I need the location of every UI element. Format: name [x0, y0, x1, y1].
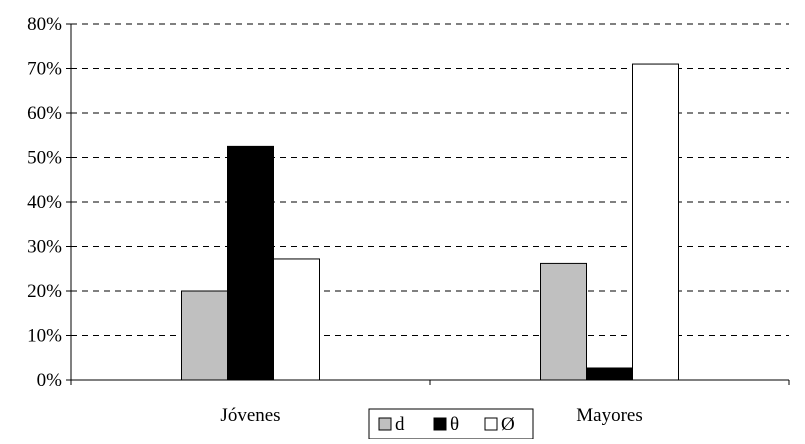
- y-tick-label: 50%: [27, 148, 62, 169]
- legend-label: θ: [450, 414, 459, 435]
- y-tick-label: 40%: [27, 192, 62, 213]
- legend-label: Ø: [501, 414, 515, 435]
- y-tick-label: 0%: [37, 370, 63, 391]
- bars: [181, 63, 679, 381]
- bar-3-1: [273, 258, 320, 381]
- legend-swatch: [484, 417, 498, 431]
- y-tick-labels: 0% 10% 20% 30% 40% 50% 60% 70% 80%: [27, 14, 62, 391]
- y-tick-label: 80%: [27, 14, 62, 35]
- axes: [66, 23, 790, 385]
- bar-2-2: [586, 367, 633, 381]
- y-tick-label: 20%: [27, 281, 62, 302]
- bar-1-2: [540, 262, 587, 381]
- legend-item: Ø: [484, 414, 515, 435]
- legend-label: d: [395, 414, 405, 435]
- y-tick-label: 70%: [27, 59, 62, 80]
- legend-swatch: [378, 417, 392, 431]
- y-tick-label: 10%: [27, 326, 62, 347]
- legend-item: θ: [433, 414, 459, 435]
- x-tick-label: Mayores: [576, 405, 642, 426]
- y-tick-label: 60%: [27, 103, 62, 124]
- bar-1-1: [181, 290, 228, 381]
- x-tick-labels: Jóvenes Mayores: [220, 405, 642, 426]
- x-tick-label: Jóvenes: [220, 405, 280, 426]
- legend-box: [368, 408, 534, 440]
- bar-2-1: [227, 145, 274, 381]
- gridlines: [71, 23, 789, 336]
- legend-item: d: [378, 414, 405, 435]
- bar-3-2: [632, 63, 679, 381]
- y-tick-label: 30%: [27, 237, 62, 258]
- legend-swatch: [433, 417, 447, 431]
